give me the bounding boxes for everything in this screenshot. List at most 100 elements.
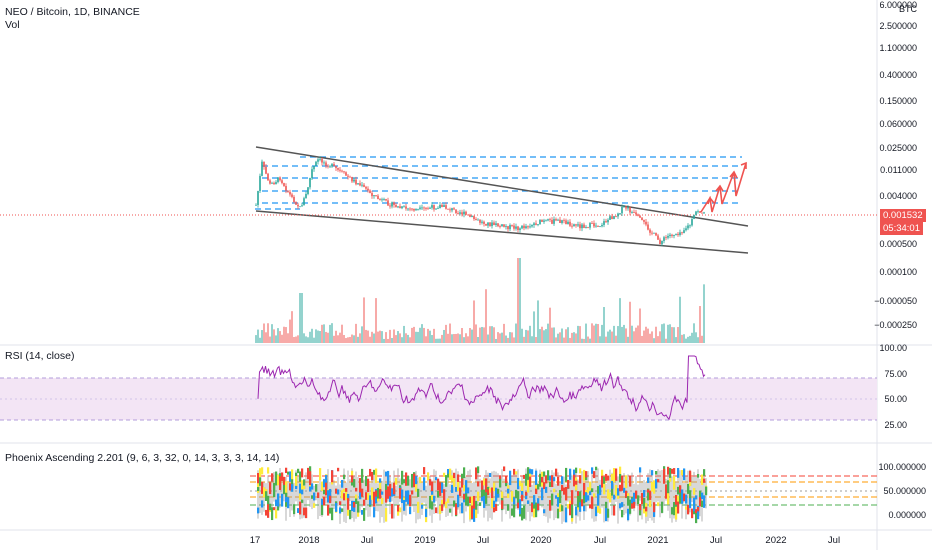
phoenix-bar xyxy=(379,489,382,499)
channel-lower-trendline[interactable] xyxy=(255,210,749,254)
volume-bar xyxy=(607,331,609,343)
volume-bar xyxy=(701,335,703,343)
phoenix-bar xyxy=(417,488,420,497)
volume-bar xyxy=(377,331,379,343)
volume-bar xyxy=(595,323,597,343)
phoenix-bar xyxy=(257,487,260,492)
rsi-legend[interactable]: RSI (14, close) xyxy=(5,350,75,362)
volume-bar xyxy=(473,300,475,343)
symbol-legend[interactable]: NEO / Bitcoin, 1D, BINANCE xyxy=(5,6,140,18)
phoenix-bar xyxy=(595,466,598,471)
candle-body xyxy=(619,213,621,215)
volume-bar xyxy=(613,325,615,343)
volume-bar xyxy=(617,326,619,343)
price-tick-label: 2.500000 xyxy=(879,21,917,31)
rsi-axis[interactable]: 100.00 75.00 50.00 25.00 xyxy=(879,343,907,430)
phoenix-bar xyxy=(407,490,410,505)
volume-legend[interactable]: Vol xyxy=(5,19,20,31)
candle-body xyxy=(263,161,265,167)
channel-upper-trendline[interactable] xyxy=(255,146,749,227)
time-tick-label: Jul xyxy=(710,535,722,546)
phoenix-bar xyxy=(429,479,432,486)
phoenix-bar xyxy=(531,469,534,475)
phoenix-indicator[interactable] xyxy=(257,466,708,524)
projection-arrows[interactable] xyxy=(700,161,747,213)
volume-bar xyxy=(529,325,531,343)
candle-body xyxy=(297,204,299,207)
volume-bar xyxy=(533,311,535,343)
candle-body xyxy=(503,224,505,227)
phoenix-bar xyxy=(355,494,358,499)
phoenix-bar xyxy=(309,471,312,486)
volume-bar xyxy=(627,336,629,343)
phoenix-bar xyxy=(427,472,430,481)
phoenix-bar xyxy=(289,483,292,491)
candle-body xyxy=(321,158,323,163)
phoenix-bar xyxy=(675,494,678,505)
phoenix-bar xyxy=(631,503,634,509)
volume-bar xyxy=(265,332,267,343)
phoenix-bar xyxy=(667,492,670,505)
candle-body xyxy=(389,205,391,207)
candle-body xyxy=(639,215,641,218)
phoenix-bar xyxy=(309,486,312,492)
candle-body xyxy=(525,226,527,229)
phoenix-bar xyxy=(541,487,544,501)
candle-body xyxy=(477,219,479,221)
phoenix-axis[interactable]: 100.000000 50.000000 0.000000 xyxy=(878,462,926,520)
phoenix-bar xyxy=(631,498,634,504)
phoenix-bar xyxy=(503,466,506,472)
phoenix-bar xyxy=(701,492,704,500)
volume-bar xyxy=(263,323,265,343)
volume-bar xyxy=(451,334,453,343)
candle-body xyxy=(701,212,703,214)
phoenix-bar xyxy=(441,482,444,493)
phoenix-bar xyxy=(315,484,318,492)
rsi-line[interactable] xyxy=(257,355,706,421)
phoenix-bar xyxy=(369,495,372,505)
candle-body xyxy=(371,193,373,197)
phoenix-legend[interactable]: Phoenix Ascending 2.201 (9, 6, 3, 32, 0,… xyxy=(5,452,280,464)
rsi-tick-label: 100.00 xyxy=(879,343,907,353)
volume-bar xyxy=(445,324,447,343)
candle-body xyxy=(283,183,285,187)
candle-body xyxy=(681,232,683,234)
projection-zigzag[interactable] xyxy=(700,162,747,213)
phoenix-bar xyxy=(449,468,452,480)
candle-body xyxy=(429,207,431,209)
candle-body xyxy=(495,223,497,225)
volume-bar xyxy=(457,333,459,343)
price-tick-label: 0.000500 xyxy=(879,239,917,249)
candle-body xyxy=(699,211,701,213)
volume-bar xyxy=(633,331,635,343)
price-axis[interactable]: 6.000000 2.500000 1.100000 0.400000 0.150000… xyxy=(874,0,917,330)
horizontal-levels[interactable] xyxy=(255,156,742,210)
candlesticks[interactable] xyxy=(255,156,705,247)
volume-bar xyxy=(405,333,407,343)
candle-body xyxy=(575,224,577,226)
volume-bar xyxy=(443,329,445,343)
phoenix-bar xyxy=(283,482,286,495)
volume-bar xyxy=(279,331,281,343)
candle-body xyxy=(443,205,445,207)
phoenix-bar xyxy=(313,492,316,501)
phoenix-bar xyxy=(499,478,502,488)
phoenix-bar xyxy=(687,504,690,515)
volume-bar xyxy=(305,336,307,343)
phoenix-bar xyxy=(441,499,444,508)
phoenix-bar xyxy=(277,493,280,507)
volume-bar xyxy=(605,336,607,343)
candle-body xyxy=(335,165,337,169)
phoenix-bar xyxy=(433,495,436,503)
phoenix-bar xyxy=(687,483,690,494)
candle-body xyxy=(517,226,519,230)
volume-bar xyxy=(531,336,533,343)
volume-bar xyxy=(619,298,621,343)
candle-body xyxy=(555,219,557,221)
phoenix-bar xyxy=(481,484,484,498)
candle-body xyxy=(349,176,351,178)
time-axis[interactable]: 17 2018 Jul 2019 Jul 2020 Jul 2021 Jul 2022 Jul xyxy=(250,535,840,546)
phoenix-bar xyxy=(405,490,408,502)
candle-body xyxy=(459,212,461,214)
